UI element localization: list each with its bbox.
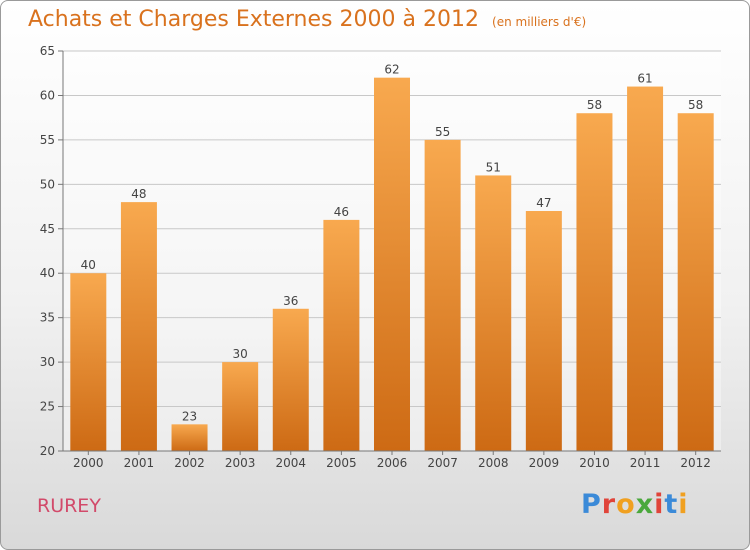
bar-2003 (222, 362, 259, 451)
data-label-2008: 51 (486, 160, 501, 174)
data-label-2003: 30 (233, 347, 248, 361)
data-label-2009: 47 (536, 196, 551, 210)
bar-2009 (525, 211, 562, 451)
bar-2004 (272, 308, 309, 451)
commune-name: RUREY (37, 495, 101, 517)
data-label-2002: 23 (182, 409, 197, 423)
y-tick-label: 25 (40, 400, 55, 414)
y-tick-label: 50 (40, 177, 55, 191)
x-tick-label: 2005 (326, 456, 357, 470)
x-tick-label: 2003 (225, 456, 256, 470)
logo-letter: P (581, 489, 602, 520)
x-tick-label: 2009 (529, 456, 560, 470)
x-tick-label: 2000 (73, 456, 104, 470)
x-tick-label: 2002 (174, 456, 205, 470)
x-tick-label: 2012 (680, 456, 711, 470)
bar-2002 (171, 424, 208, 451)
bar-2005 (323, 219, 360, 451)
logo-letter: x (635, 489, 655, 520)
bar-2008 (475, 175, 512, 451)
y-tick-label: 20 (40, 444, 55, 458)
x-tick-label: 2010 (579, 456, 610, 470)
data-label-2007: 55 (435, 125, 450, 139)
y-tick-label: 55 (40, 133, 55, 147)
x-tick-label: 2006 (377, 456, 408, 470)
y-tick-label: 35 (40, 311, 55, 325)
logo-letter: i (678, 489, 689, 520)
data-label-2004: 36 (283, 294, 298, 308)
y-tick-label: 45 (40, 222, 55, 236)
y-tick-label: 65 (40, 44, 55, 58)
y-tick-label: 40 (40, 266, 55, 280)
bar-2012 (677, 113, 714, 451)
chart-subtitle: (en milliers d'€) (492, 15, 587, 29)
x-tick-label: 2011 (630, 456, 661, 470)
bar-2006 (374, 77, 410, 452)
data-label-2011: 61 (637, 72, 652, 86)
chart-title: Achats et Charges Externes 2000 à 2012 (28, 7, 479, 32)
proxiti-logo[interactable]: Proxiti (581, 489, 689, 520)
x-tick-label: 2001 (124, 456, 155, 470)
y-tick-label: 30 (40, 355, 55, 369)
x-tick-label: 2008 (478, 456, 509, 470)
y-tick-label: 60 (40, 88, 55, 102)
x-tick-label: 2007 (427, 456, 458, 470)
x-tick-label: 2004 (275, 456, 306, 470)
bar-2010 (576, 113, 613, 451)
logo-letter: t (664, 489, 679, 520)
data-label-2006: 62 (384, 63, 399, 77)
logo-letter: o (616, 489, 636, 520)
data-label-2012: 58 (688, 98, 703, 112)
bar-2007 (424, 139, 461, 451)
bar-2000 (70, 273, 107, 451)
data-label-2010: 58 (587, 98, 602, 112)
bar-2011 (627, 86, 664, 452)
bar-2001 (120, 202, 157, 451)
logo-letter: r (601, 489, 617, 520)
data-label-2001: 48 (131, 187, 146, 201)
logo-letter: i (654, 489, 665, 520)
title-row: Achats et Charges Externes 2000 à 2012 (… (28, 7, 586, 32)
data-label-2005: 46 (334, 205, 349, 219)
data-label-2000: 40 (81, 258, 96, 272)
